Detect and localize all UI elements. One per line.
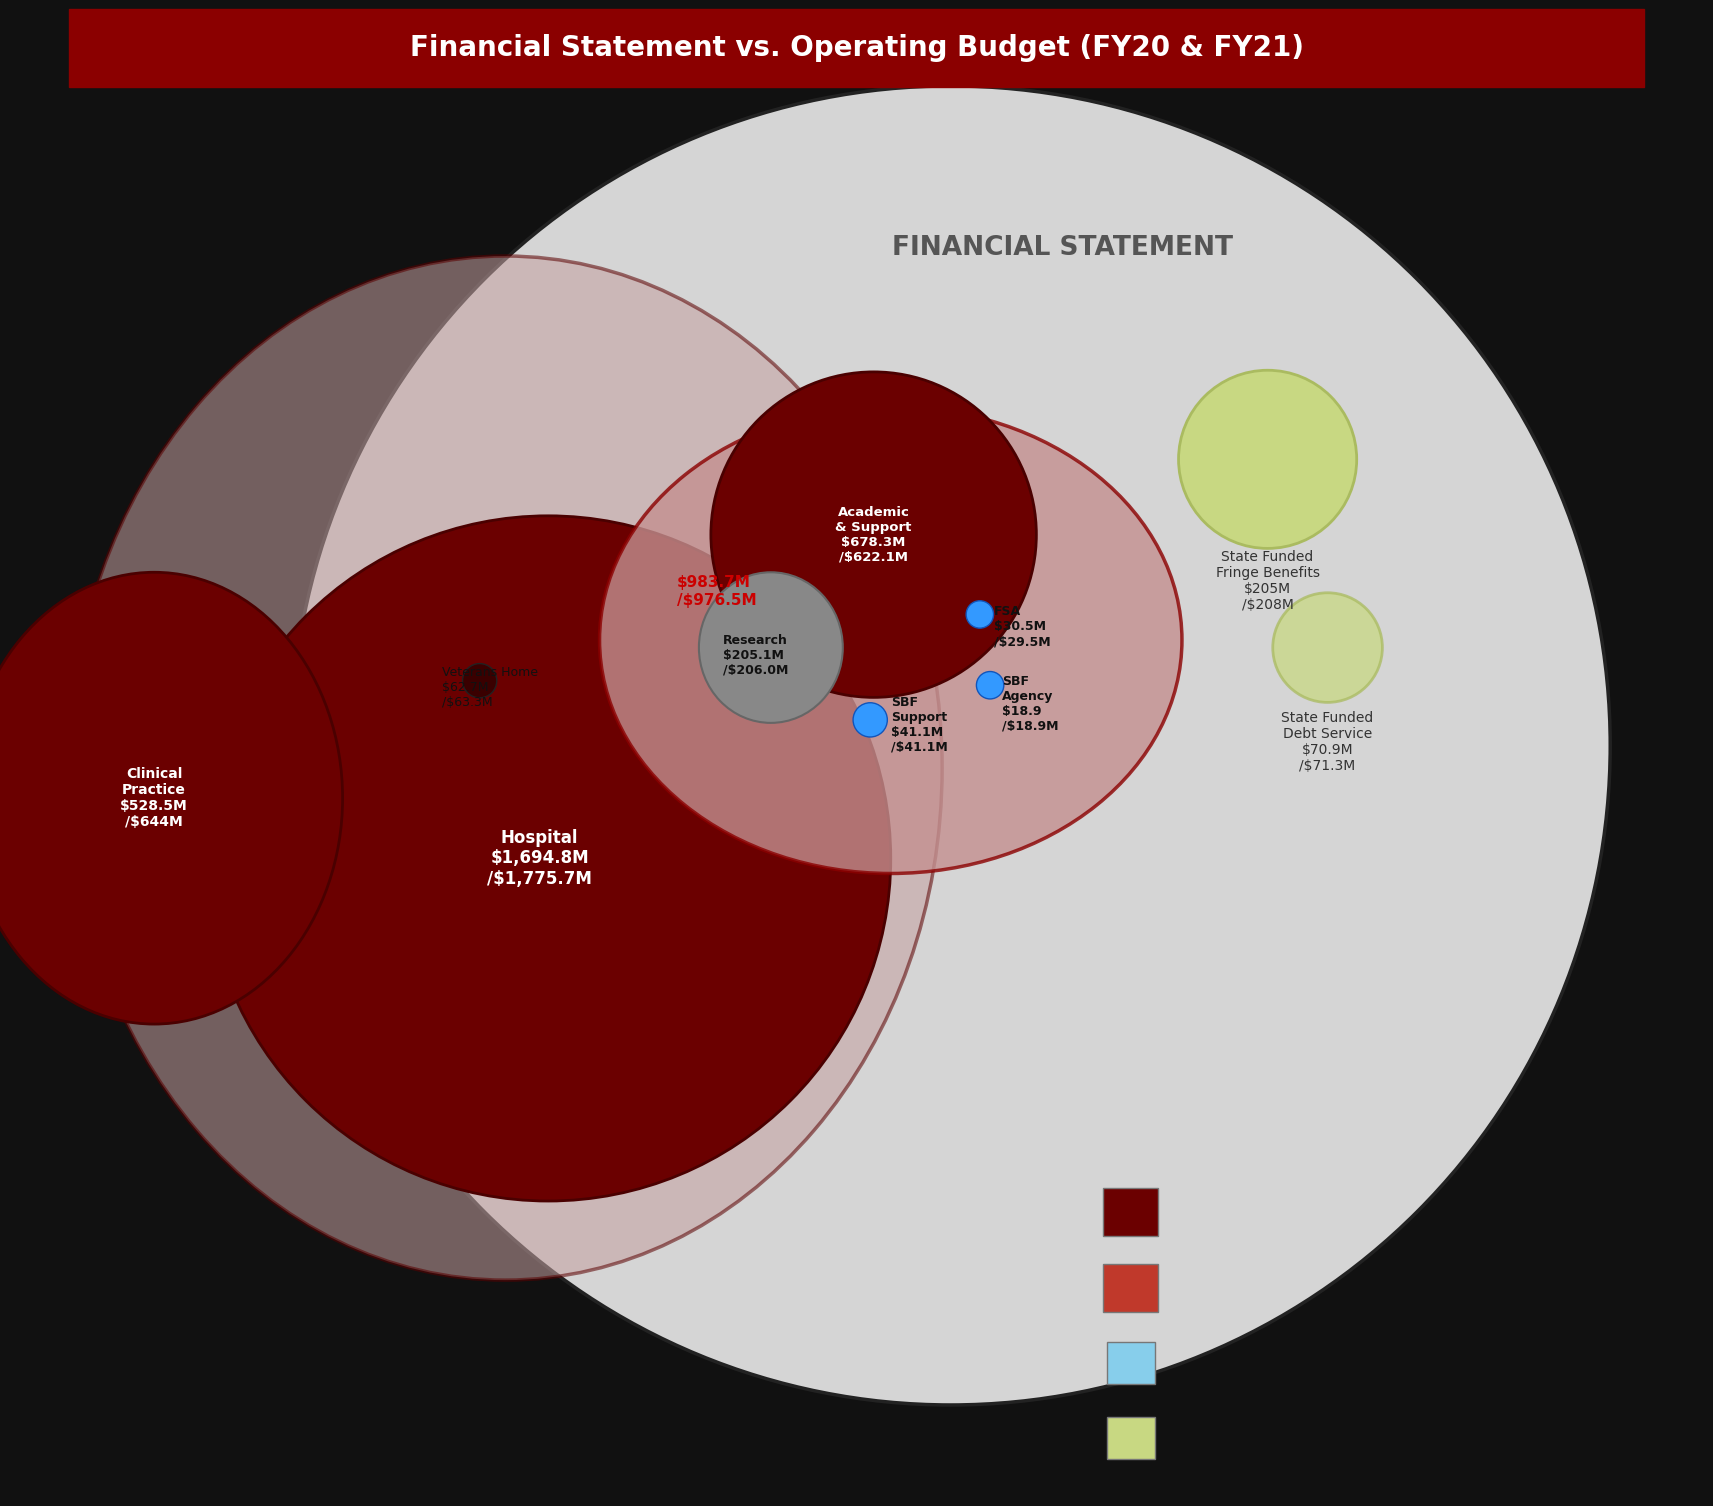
Ellipse shape [463, 664, 497, 697]
Text: Clinical
Practice
$528.5M
/$644M: Clinical Practice $528.5M /$644M [120, 767, 188, 830]
Ellipse shape [0, 572, 343, 1024]
Ellipse shape [976, 672, 1004, 699]
Text: Academic
& Support
$678.3M
/$622.1M: Academic & Support $678.3M /$622.1M [836, 506, 911, 563]
Bar [1107, 1342, 1155, 1384]
Text: State Funded
Debt Service
$70.9M
/$71.3M: State Funded Debt Service $70.9M /$71.3M [1281, 711, 1374, 774]
Ellipse shape [291, 86, 1610, 1405]
Text: FINANCIAL STATEMENT: FINANCIAL STATEMENT [891, 235, 1233, 262]
Text: State Funded
Fringe Benefits
$205M
/$208M: State Funded Fringe Benefits $205M /$208… [1216, 550, 1319, 613]
Ellipse shape [206, 517, 891, 1200]
Text: $983.7M
/$976.5M: $983.7M /$976.5M [677, 575, 755, 608]
Text: FSA
$30.5M
/$29.5M: FSA $30.5M /$29.5M [994, 605, 1050, 649]
Text: Hospital
$1,694.8M
/$1,775.7M: Hospital $1,694.8M /$1,775.7M [486, 828, 593, 889]
FancyBboxPatch shape [69, 9, 1644, 87]
Ellipse shape [600, 407, 1182, 873]
Ellipse shape [711, 372, 1036, 697]
Text: Veterans Home
$62.7M
/$63.3M: Veterans Home $62.7M /$63.3M [442, 666, 538, 709]
Ellipse shape [1179, 370, 1357, 548]
Ellipse shape [1273, 593, 1382, 702]
Text: Financial Statement vs. Operating Budget (FY20 & FY21): Financial Statement vs. Operating Budget… [409, 35, 1304, 62]
Ellipse shape [69, 256, 942, 1280]
Bar [1103, 1188, 1158, 1236]
Text: Research
$205.1M
/$206.0M: Research $205.1M /$206.0M [723, 634, 788, 676]
Ellipse shape [966, 601, 994, 628]
Text: SBF
Agency
$18.9
/$18.9M: SBF Agency $18.9 /$18.9M [1002, 675, 1059, 733]
Text: SBF
Support
$41.1M
/$41.1M: SBF Support $41.1M /$41.1M [891, 696, 947, 755]
Bar [1103, 1264, 1158, 1312]
Bar [1107, 1417, 1155, 1459]
Ellipse shape [853, 703, 887, 736]
Ellipse shape [699, 572, 843, 723]
